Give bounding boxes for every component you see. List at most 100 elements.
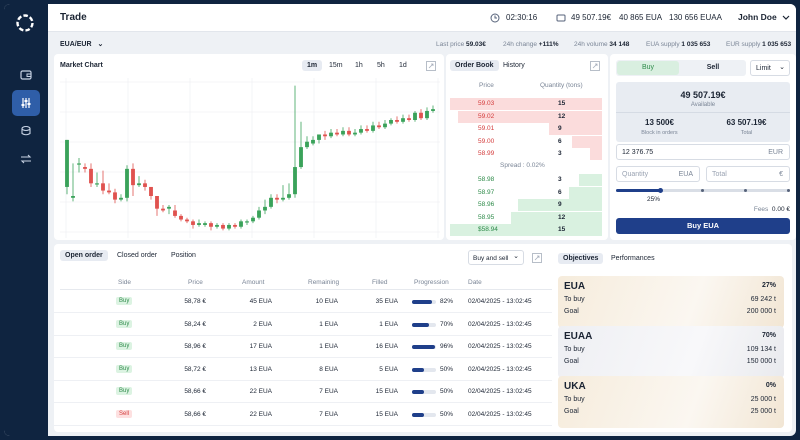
candle[interactable] — [293, 85, 297, 198]
candle[interactable] — [215, 223, 219, 229]
column-header[interactable]: Price — [188, 279, 203, 286]
candle[interactable] — [419, 109, 423, 120]
candle[interactable] — [209, 221, 213, 231]
candle[interactable] — [407, 114, 411, 122]
objective-card[interactable]: EUAA 70% To buy 109 134 t Goal 150 000 t — [558, 326, 784, 378]
column-header[interactable]: Date — [468, 279, 482, 286]
bid-row[interactable]: 58.98 3 — [446, 174, 604, 186]
candle[interactable] — [143, 179, 147, 191]
candle[interactable] — [83, 163, 87, 173]
amount-slider[interactable] — [616, 187, 790, 195]
candle[interactable] — [257, 206, 261, 220]
timeframe-1m[interactable]: 1m — [302, 60, 323, 71]
candle[interactable] — [317, 134, 321, 144]
candle[interactable] — [125, 165, 129, 202]
candle[interactable] — [365, 125, 369, 133]
candle[interactable] — [245, 219, 249, 225]
candle[interactable] — [371, 121, 375, 133]
price-field[interactable]: 12 376.75 EUR — [616, 144, 790, 160]
quantity-field[interactable]: Quantity EUA — [616, 166, 700, 182]
candle[interactable] — [377, 121, 381, 130]
order-type-select[interactable]: Limit ⌄ — [750, 60, 790, 76]
expand-icon[interactable] — [532, 253, 542, 263]
ask-row[interactable]: 59.01 9 — [446, 123, 604, 136]
candle[interactable] — [173, 205, 177, 218]
candle[interactable] — [263, 199, 267, 215]
objective-card[interactable]: UKA 0% To buy 25 000 t Goal 25 000 t — [558, 376, 784, 428]
candle[interactable] — [383, 120, 387, 130]
candlestick-chart[interactable] — [60, 78, 440, 238]
candle[interactable] — [389, 118, 393, 126]
column-header[interactable]: Side — [118, 279, 132, 286]
nav-coins[interactable] — [12, 118, 40, 144]
nav-transfer[interactable] — [12, 146, 40, 172]
tab-performances[interactable]: Performances — [611, 255, 655, 262]
candle[interactable] — [311, 136, 315, 146]
candle[interactable] — [401, 114, 405, 124]
candle[interactable] — [191, 219, 195, 229]
candle[interactable] — [431, 105, 435, 113]
candle[interactable] — [287, 183, 291, 200]
tab-position[interactable]: Position — [171, 252, 196, 259]
candle[interactable] — [149, 186, 153, 200]
candle[interactable] — [185, 217, 189, 224]
candle[interactable] — [131, 163, 135, 196]
candle[interactable] — [155, 196, 159, 216]
candle[interactable] — [347, 127, 351, 137]
candle[interactable] — [239, 219, 243, 229]
candle[interactable] — [77, 158, 81, 173]
bid-row[interactable]: 58.96 9 — [446, 199, 604, 212]
objective-card[interactable]: EUA 27% To buy 69 242 t Goal 200 000 t — [558, 276, 784, 328]
candle[interactable] — [101, 170, 105, 195]
candle[interactable] — [269, 194, 273, 209]
candle[interactable] — [233, 223, 237, 229]
tab-order-book[interactable]: Order Book — [450, 60, 499, 71]
candle[interactable] — [113, 188, 117, 204]
bid-row[interactable]: $58.94 15 — [446, 224, 604, 237]
table-row[interactable]: Buy 58,66 € 22 EUA 7 EUA 15 EUA 50% 02/04/2025… — [54, 381, 592, 404]
bid-row[interactable]: 58.95 12 — [446, 211, 604, 224]
candle[interactable] — [329, 129, 333, 139]
nav-wallet[interactable] — [12, 62, 40, 88]
candle[interactable] — [203, 221, 207, 227]
buy-eua-button[interactable]: Buy EUA — [616, 218, 790, 234]
candle[interactable] — [299, 121, 303, 169]
tab-history[interactable]: History — [503, 62, 525, 69]
tab-open-order[interactable]: Open order — [60, 250, 108, 261]
candle[interactable] — [197, 219, 201, 227]
slider-thumb[interactable] — [658, 188, 663, 193]
timeframe-5h[interactable]: 5h — [377, 62, 385, 69]
ask-row[interactable]: 59.03 15 — [446, 98, 604, 110]
candle[interactable] — [65, 139, 69, 195]
buy-tab[interactable]: Buy — [617, 61, 679, 75]
candle[interactable] — [251, 215, 255, 224]
table-row[interactable]: Buy 58,24 € 2 EUA 1 EUA 1 EUA 70% 02/04/2025 -… — [54, 314, 592, 336]
candle[interactable] — [353, 129, 357, 137]
candle[interactable] — [335, 129, 339, 137]
table-row[interactable]: Sell 58,66 € 22 EUA 7 EUA 15 EUA 50% 02/04/202… — [54, 404, 592, 426]
side-filter-select[interactable]: Buy and sell ⌄ — [468, 250, 524, 265]
user-menu[interactable]: John Doe — [738, 12, 777, 22]
timeframe-1d[interactable]: 1d — [399, 62, 407, 69]
candle[interactable] — [359, 125, 363, 135]
ask-row[interactable]: 59.02 12 — [446, 110, 604, 123]
ask-row[interactable]: 59.00 6 — [446, 135, 604, 148]
tab-closed-order[interactable]: Closed order — [117, 252, 158, 259]
nav-trade[interactable] — [12, 90, 40, 116]
candle[interactable] — [95, 172, 99, 187]
candle[interactable] — [227, 223, 231, 231]
column-header[interactable]: Filled — [372, 279, 388, 286]
candle[interactable] — [305, 136, 309, 149]
bid-row[interactable]: 58.97 6 — [446, 186, 604, 199]
candle[interactable] — [221, 223, 225, 231]
column-header[interactable]: Remaining — [308, 279, 340, 286]
table-row[interactable]: Buy 58,96 € 17 EUA 1 EUA 16 EUA 96% 02/04/2025… — [54, 336, 592, 359]
column-header[interactable]: Amount — [242, 279, 265, 286]
expand-icon[interactable] — [426, 61, 436, 71]
candle[interactable] — [413, 110, 417, 122]
candle[interactable] — [323, 130, 327, 140]
candle[interactable] — [161, 205, 165, 213]
total-field[interactable]: Total € — [706, 166, 790, 182]
candle[interactable] — [425, 107, 429, 120]
table-row[interactable]: Buy 58,72 € 13 EUA 8 EUA 5 EUA 50% 02/04/2025 … — [54, 359, 592, 381]
